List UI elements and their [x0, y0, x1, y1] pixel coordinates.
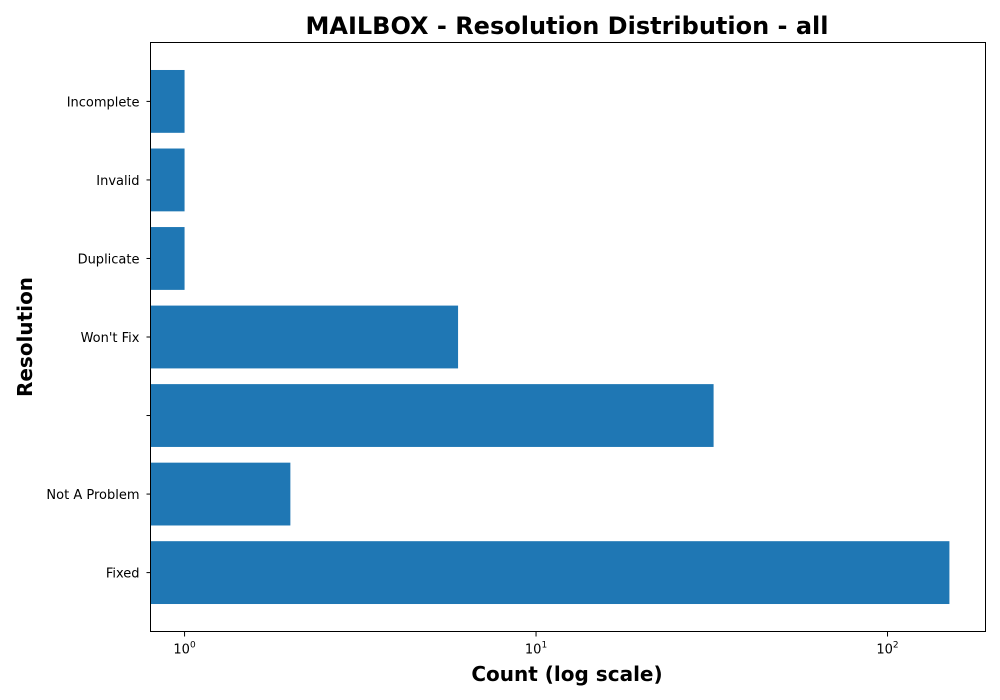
- y-tick-label: Duplicate: [78, 252, 140, 267]
- y-axis-label: Resolution: [13, 277, 37, 397]
- bar-fixed: [150, 541, 950, 605]
- x-tick-label-base: 10: [876, 643, 893, 658]
- x-axis-label: Count (log scale): [471, 662, 662, 686]
- bar-not-a-problem: [150, 462, 291, 526]
- x-ticks-group: 100 101 102: [173, 631, 899, 658]
- bar-duplicate: [150, 227, 185, 290]
- x-tick-label: 100: [173, 641, 196, 658]
- y-tick-label: Not A Problem: [46, 488, 139, 503]
- x-tick-label: 101: [525, 641, 547, 658]
- bars-group: [150, 69, 950, 605]
- bar-unlabeled: [150, 384, 714, 447]
- y-tick-label: Won't Fix: [81, 331, 140, 346]
- x-tick-label-exponent: 2: [893, 641, 899, 651]
- x-tick-label-exponent: 0: [190, 641, 196, 651]
- y-ticks-group: Fixed Not A Problem Won't Fix Duplicate Inva…: [46, 95, 151, 582]
- bar-incomplete: [150, 69, 185, 133]
- bar-invalid: [150, 148, 185, 212]
- y-tick-label: Fixed: [106, 567, 140, 582]
- y-tick-label: Incomplete: [67, 95, 140, 110]
- x-tick-label-base: 10: [525, 643, 542, 658]
- chart-title: MAILBOX - Resolution Distribution - all: [306, 12, 829, 40]
- x-tick-label-exponent: 1: [541, 641, 547, 651]
- x-tick-label: 102: [876, 641, 898, 658]
- y-tick-label: Invalid: [96, 174, 139, 189]
- bar-won-t-fix: [150, 305, 459, 369]
- x-tick-label-base: 10: [173, 643, 190, 658]
